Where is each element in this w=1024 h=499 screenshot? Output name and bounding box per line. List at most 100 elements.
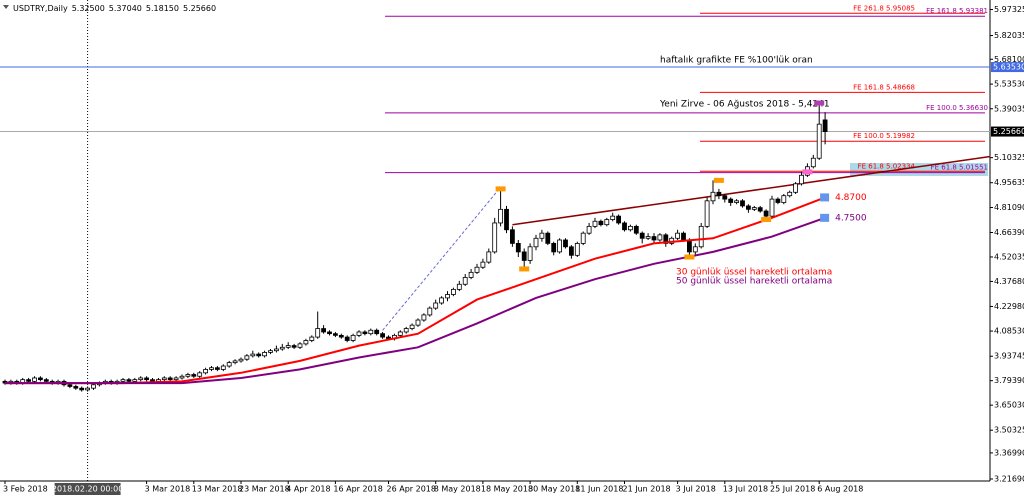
candle-body	[645, 236, 651, 239]
x-tick-label: 16 Apr 2018	[333, 485, 382, 494]
candle-body	[244, 355, 250, 360]
candle-body	[138, 377, 144, 381]
y-tick-label: 5.68100	[994, 55, 1024, 64]
x-tick-label: 11 Jun 2018	[575, 485, 623, 494]
y-tick-label: 4.52035	[994, 252, 1024, 261]
candle-body	[332, 333, 338, 336]
x-tick-label: 13 Jul 2018	[723, 485, 768, 494]
weekly-note: haftalık grafikte FE %100'lük oran	[660, 56, 813, 66]
candle-body	[633, 225, 639, 234]
ohlc-low: 5.18150	[146, 4, 179, 13]
candle-body	[498, 208, 504, 224]
candle-body	[622, 222, 627, 231]
price-marker	[814, 100, 825, 106]
candle-body	[704, 200, 710, 227]
candle-body	[191, 374, 197, 377]
candle-body	[380, 333, 386, 338]
candle-body	[569, 246, 574, 256]
candle-body	[734, 200, 739, 203]
candle-body	[303, 340, 309, 345]
fib-level-label: FE 261.8 5.95085	[853, 4, 915, 12]
ma-end-marker	[820, 193, 830, 202]
candle-body	[740, 200, 745, 207]
candle-body	[757, 207, 763, 212]
fibo-line	[382, 186, 501, 331]
candle-body	[409, 324, 415, 329]
candle-body	[268, 350, 273, 353]
candle-body	[203, 369, 209, 374]
candle-body	[79, 387, 85, 391]
candle-body	[262, 352, 268, 357]
ma-end-label: 4.8700	[835, 193, 867, 203]
y-tick-label: 5.10325	[994, 153, 1024, 162]
x-tick-label: 26 Apr 2018	[387, 485, 436, 494]
y-tick-label: 4.81090	[994, 203, 1024, 212]
candle-body	[551, 242, 557, 253]
x-tick-label: 30 May 2018	[528, 485, 580, 494]
candle-body	[781, 195, 787, 203]
crosshair-label-bg	[54, 483, 121, 495]
candle-body	[793, 183, 798, 193]
candle-body	[126, 379, 132, 382]
candle-body	[415, 319, 421, 326]
candle-body	[185, 374, 191, 377]
y-tick-label: 3.79390	[994, 376, 1024, 385]
candle-body	[527, 246, 533, 261]
candle-body	[816, 123, 822, 159]
candle-body	[144, 377, 150, 381]
candle-body	[710, 191, 716, 202]
candle-body	[480, 261, 486, 268]
candle-body	[226, 362, 232, 367]
candle-body	[810, 157, 816, 168]
x-tick-label: 3 Feb 2018	[3, 485, 48, 494]
candle-body	[604, 219, 610, 226]
ohlc-high: 5.37040	[109, 4, 142, 13]
x-tick-label: 13 Mar 2018	[192, 485, 243, 494]
candle-body	[43, 379, 49, 382]
y-tick-label: 5.82035	[994, 31, 1024, 40]
candle-body	[574, 242, 580, 256]
candle-body	[397, 331, 403, 336]
candle-body	[38, 377, 43, 381]
crosshair-label: 2018.02.20 00:00	[52, 485, 123, 494]
candle-body	[616, 215, 621, 224]
candle-body	[356, 331, 362, 336]
candle-body	[291, 345, 297, 348]
price-marker	[761, 217, 772, 223]
candle-body	[344, 336, 350, 341]
y-tick-label: 3.36990	[994, 448, 1024, 457]
candle-body	[197, 372, 203, 377]
candle-body	[545, 232, 551, 244]
candle-body	[433, 302, 439, 309]
price-box	[991, 126, 1024, 137]
candle-body	[675, 232, 680, 239]
candle-body	[728, 198, 734, 203]
candle-body	[580, 232, 586, 244]
candle-body	[692, 246, 698, 253]
fib-level-label: FE 61.8 5.02334	[858, 162, 916, 170]
candle-body	[368, 329, 374, 335]
candle-body	[775, 198, 781, 203]
y-tick-label: 3.21690	[994, 474, 1024, 483]
candle-body	[763, 210, 769, 217]
candle-body	[150, 379, 155, 382]
candle-body	[26, 379, 32, 382]
candle-body	[209, 367, 214, 370]
candle-body	[657, 234, 663, 241]
candle-body	[85, 387, 90, 391]
candle-body	[687, 239, 692, 253]
candle-body	[450, 288, 456, 295]
fib-level-label: FE 161.8 5.93381	[926, 7, 988, 15]
candle-body	[698, 225, 704, 248]
candle-body	[474, 266, 480, 273]
candle-body	[663, 234, 669, 244]
peak-note: Yeni Zirve - 06 Ağustos 2018 - 5,4241	[659, 100, 830, 110]
candle-body	[362, 331, 368, 335]
candle-body	[716, 191, 722, 197]
candle-body	[822, 119, 828, 132]
candle-body	[486, 251, 492, 263]
candle-body	[610, 215, 616, 220]
candle-body	[279, 346, 285, 350]
candle-body	[73, 386, 79, 389]
